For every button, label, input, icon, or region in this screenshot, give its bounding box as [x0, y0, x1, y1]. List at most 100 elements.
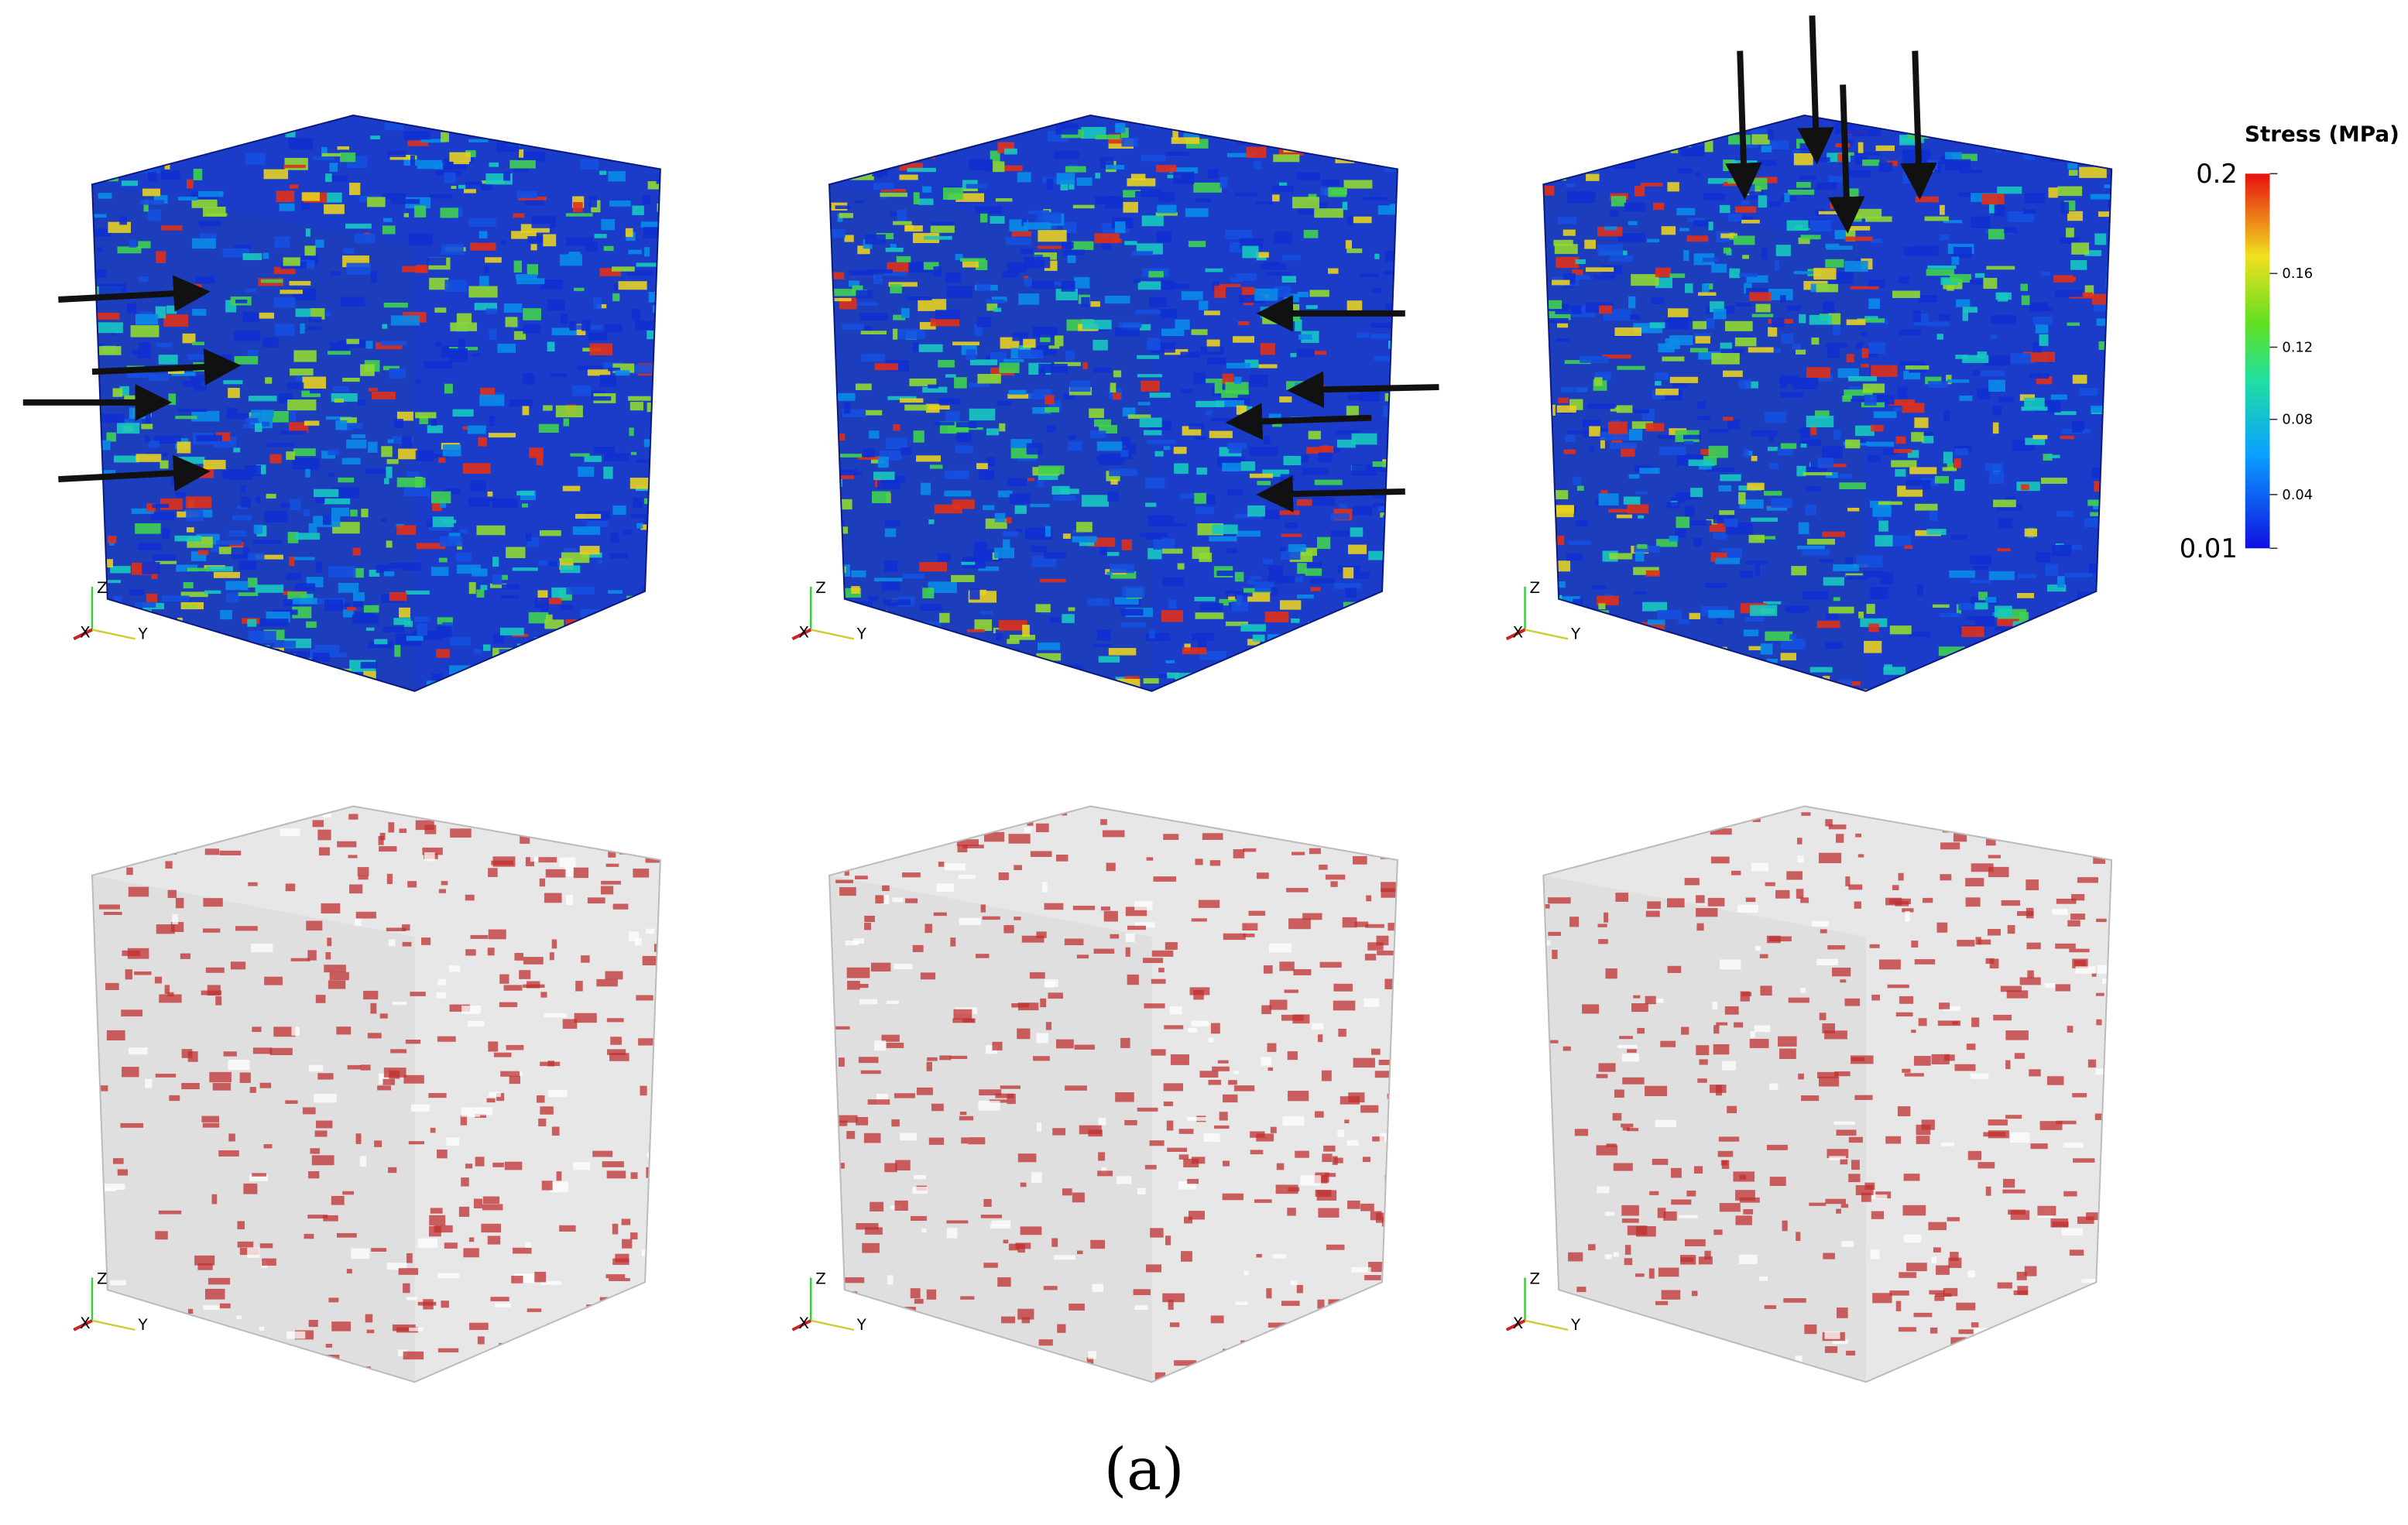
- stress-voxel: [955, 445, 973, 454]
- damage-voxel: [170, 922, 184, 932]
- stress-voxel: [324, 599, 343, 612]
- stress-voxel: [1613, 650, 1639, 654]
- stress-voxel: [1543, 185, 1555, 196]
- stress-voxel: [1826, 245, 1853, 250]
- stress-voxel: [1297, 563, 1307, 574]
- stress-voxel: [1040, 334, 1051, 342]
- stress-voxel: [1559, 116, 1574, 126]
- damage-voxel: [2029, 1069, 2041, 1077]
- damage-voxel: [1137, 1107, 1158, 1112]
- damage-voxel: [1288, 1187, 1300, 1192]
- stress-voxel: [1121, 137, 1138, 147]
- stress-voxel: [894, 677, 908, 687]
- stress-voxel: [1679, 119, 1707, 129]
- stress-voxel: [538, 423, 559, 433]
- damage-voxel: [1097, 1170, 1113, 1177]
- damage-voxel: [1899, 996, 1914, 1004]
- stress-voxel: [147, 209, 161, 221]
- damage-voxel: [1966, 1044, 1976, 1050]
- stress-voxel: [1221, 389, 1249, 398]
- stress-voxel: [1099, 544, 1108, 556]
- stress-voxel: [1617, 365, 1645, 370]
- stress-voxel: [1394, 465, 1398, 471]
- damage-voxel: [2039, 1121, 2063, 1130]
- damage-voxel: [1619, 1036, 1633, 1040]
- stress-voxel: [1044, 395, 1055, 405]
- stress-voxel: [302, 376, 327, 389]
- stress-voxel: [904, 225, 923, 232]
- stress-voxel: [1556, 665, 1574, 676]
- damage-voxel: [487, 1235, 501, 1245]
- stress-voxel: [584, 455, 602, 462]
- damage-voxel: [1782, 1220, 1788, 1232]
- damage-voxel: [121, 1009, 143, 1017]
- stress-voxel: [132, 349, 146, 355]
- colorbar-tick-label: 0.08: [2282, 412, 2313, 428]
- stress-voxel: [1780, 443, 1797, 449]
- stress-voxel: [2091, 406, 2105, 413]
- stress-voxel: [1153, 538, 1175, 550]
- damage-voxel: [506, 1044, 524, 1050]
- damage-voxel: [1936, 922, 1948, 933]
- stress-voxel: [370, 135, 380, 139]
- damage-voxel: [1786, 871, 1803, 880]
- damage-voxel: [914, 1298, 924, 1304]
- stress-voxel: [929, 464, 943, 469]
- damage-voxel: [843, 1277, 865, 1283]
- stress-voxel: [530, 244, 537, 251]
- stress-voxel: [909, 378, 937, 386]
- damage-voxel: [1734, 1022, 1744, 1028]
- stress-voxel: [1308, 622, 1336, 633]
- damage-voxel: [1214, 1125, 1230, 1129]
- damage-voxel: [302, 1107, 316, 1115]
- damage-voxel: [388, 822, 395, 833]
- stress-voxel: [1552, 279, 1570, 286]
- damage-voxel: [1024, 827, 1032, 833]
- damage-voxel: [1151, 950, 1174, 957]
- damage-voxel: [864, 915, 875, 923]
- stress-voxel: [186, 179, 194, 189]
- stress-voxel: [629, 427, 634, 437]
- damage-voxel: [1597, 924, 1607, 927]
- stress-voxel: [191, 341, 204, 345]
- stress-voxel: [442, 444, 461, 457]
- stress-voxel: [1839, 482, 1866, 489]
- damage-voxel: [1956, 1302, 1976, 1311]
- damage-voxel: [386, 927, 406, 931]
- stress-voxel: [1219, 176, 1228, 188]
- stress-voxel: [484, 266, 489, 273]
- damage-voxel: [1613, 1163, 1633, 1171]
- stress-voxel: [625, 228, 633, 238]
- stress-voxel: [1839, 474, 1853, 479]
- stress-voxel: [1168, 599, 1177, 609]
- damage-voxel: [437, 1150, 448, 1159]
- stress-voxel: [999, 423, 1006, 432]
- stress-voxel: [1396, 499, 1398, 505]
- stress-voxel: [1639, 468, 1660, 474]
- stress-voxel: [387, 439, 394, 444]
- damage-voxel: [1720, 959, 1741, 970]
- damage-voxel: [1167, 1147, 1187, 1152]
- stress-voxel: [2098, 341, 2112, 351]
- stress-voxel: [115, 626, 121, 632]
- stress-voxel: [1848, 375, 1877, 382]
- stress-voxel: [432, 516, 455, 527]
- damage-voxel: [836, 1363, 859, 1371]
- stress-voxel: [92, 612, 95, 619]
- damage-voxel: [1895, 1012, 1913, 1017]
- stress-voxel: [187, 354, 214, 360]
- damage-voxel: [967, 1352, 984, 1355]
- stress-voxel: [382, 324, 388, 329]
- stress-voxel: [367, 641, 394, 649]
- damage-voxel: [1319, 961, 1342, 968]
- stress-voxel: [2067, 163, 2077, 170]
- stress-voxel: [1704, 690, 1720, 691]
- stress-voxel: [1781, 333, 1794, 344]
- damage-voxel: [609, 1053, 629, 1061]
- damage-voxel: [203, 928, 221, 933]
- stress-voxel: [870, 640, 887, 653]
- stress-voxel: [1927, 321, 1950, 327]
- stress-voxel: [1634, 681, 1651, 685]
- damage-voxel: [1388, 1170, 1398, 1177]
- stress-voxel: [1346, 248, 1363, 253]
